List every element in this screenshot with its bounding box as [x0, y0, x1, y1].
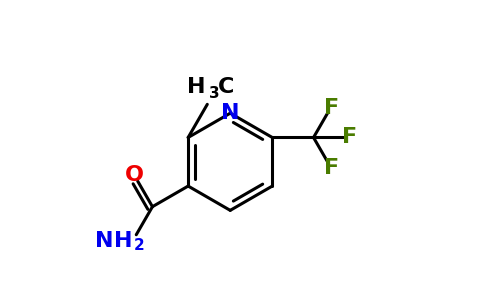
Text: F: F: [324, 158, 339, 178]
Text: F: F: [342, 128, 357, 148]
Text: F: F: [324, 98, 339, 118]
Text: H: H: [114, 231, 133, 251]
Text: N: N: [221, 103, 240, 123]
Text: 2: 2: [134, 238, 145, 253]
Text: 3: 3: [209, 86, 219, 101]
Text: N: N: [95, 231, 113, 251]
Text: H: H: [187, 77, 206, 97]
Text: O: O: [124, 165, 144, 185]
Text: C: C: [218, 77, 234, 97]
